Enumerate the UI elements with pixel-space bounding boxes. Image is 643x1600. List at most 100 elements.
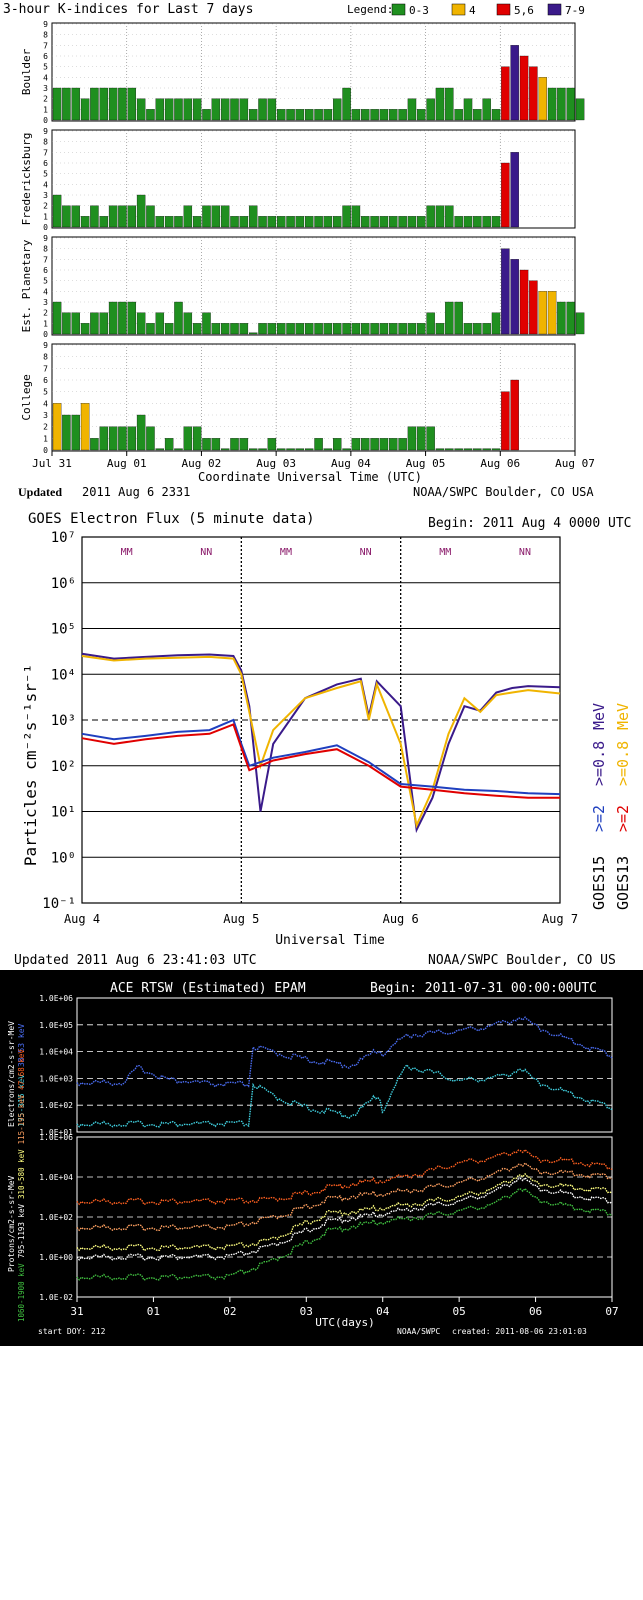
k-bar (342, 448, 351, 451)
k-bar (463, 98, 473, 121)
series-line (81, 718, 561, 796)
x-axis-label: Coordinate Universal Time (UTC) (198, 470, 422, 484)
k-bar (426, 205, 435, 228)
k-bar (183, 426, 193, 451)
k-bar (445, 205, 454, 228)
k-bar (230, 323, 239, 335)
k-bar (108, 205, 118, 228)
k-bar (351, 205, 361, 228)
y-tick-label: 1.0E+02 (39, 1213, 73, 1222)
k-bar (211, 205, 221, 228)
k-bar (286, 448, 295, 451)
k-bar (136, 194, 146, 228)
legend-swatch (547, 3, 562, 16)
y-tick-label: 5 (43, 63, 48, 72)
legend-item-label: 5,6 (514, 4, 534, 17)
k-bar (192, 216, 202, 228)
axis-ticks: 1.0E+06 1.0E+05 1.0E+04 1.0E+03 1.0E+02 1.0E+… (39, 994, 618, 1318)
k-bar (80, 98, 90, 121)
k-bar (547, 87, 557, 121)
k-bar (202, 438, 211, 451)
k-bar (248, 109, 258, 121)
data-points (76, 1016, 613, 1281)
k-bar (491, 312, 501, 335)
k-bar (323, 448, 333, 451)
channel-trace (76, 1161, 613, 1232)
k-bar (295, 448, 305, 451)
series-lines (81, 652, 561, 834)
k-bar (71, 414, 80, 451)
k-bar (211, 323, 221, 335)
y-axis-ticks: 10⁷ 10⁶ 10⁵ 10⁴ 10³ 10² 10¹ 10⁰ 10⁻¹ (42, 530, 76, 912)
k-bar (248, 205, 258, 228)
unit-label: MeV (590, 703, 608, 730)
y-tick-label: 7 (43, 255, 48, 264)
credit: NOAA/SWPC (397, 1327, 441, 1336)
k-bar (426, 312, 435, 335)
x-tick-label: 05 (453, 1305, 466, 1318)
start-doy: start DOY: 212 (38, 1327, 106, 1336)
y-tick-label: 1 (43, 212, 48, 221)
ace-epam-chart: ACE RTSW (Estimated) EPAM Begin: 2011-07… (0, 970, 643, 1346)
k-bar (379, 438, 389, 451)
k-bar (379, 109, 389, 121)
k-bar (267, 216, 277, 228)
k-bar (491, 448, 501, 451)
y-tick-label: 2 (43, 309, 48, 318)
k-bar (146, 109, 155, 121)
x-axis-ticks: Aug 4 Aug 5 Aug 6 Aug 7 (64, 912, 578, 926)
k-bar (482, 448, 491, 451)
k-bar (463, 323, 473, 335)
satellite-label: GOES13 (614, 856, 632, 910)
channel-label: >=2 (590, 805, 608, 832)
k-bar (333, 98, 342, 121)
k-bar (557, 87, 566, 121)
y-tick-label: 6 (43, 376, 48, 385)
legend-label: Legend: (347, 3, 393, 16)
y-tick-label: 8 (43, 31, 48, 40)
y-tick-label: 10² (51, 759, 76, 775)
y-tick-label: 10⁰ (51, 850, 76, 866)
k-bar (473, 109, 482, 121)
k-bar (267, 98, 277, 121)
k-bar (538, 291, 547, 335)
x-tick-label: Aug 05 (406, 457, 446, 470)
legend-item-label: 0-3 (409, 4, 429, 17)
k-bar (183, 98, 193, 121)
k-bar (361, 438, 370, 451)
k-bar (127, 205, 137, 228)
channel-trace (76, 1176, 613, 1261)
k-bar (538, 77, 547, 121)
k-index-chart: 3-hour K-indices for Last 7 days Legend:… (0, 0, 643, 505)
k-bar (174, 98, 183, 121)
k-bar (174, 448, 183, 451)
k-bar (510, 379, 519, 451)
k-bar (239, 438, 249, 451)
y-tick-label: 1.0E+04 (39, 1173, 73, 1182)
k-bar (248, 332, 258, 335)
k-bar (118, 87, 127, 121)
k-bar (267, 438, 277, 451)
k-bar (501, 66, 510, 121)
k-bar (183, 312, 193, 335)
k-bar (333, 323, 342, 335)
k-bar (118, 301, 127, 335)
k-bar (519, 269, 529, 335)
k-bar (108, 301, 118, 335)
y-axis-label: Particles cm⁻²s⁻¹sr⁻¹ (21, 664, 40, 866)
x-tick-label: 04 (376, 1305, 390, 1318)
k-bar (547, 291, 557, 335)
k-bar (510, 259, 519, 335)
k-bar (361, 216, 370, 228)
k-bar (62, 414, 71, 451)
x-tick-label: 01 (147, 1305, 160, 1318)
k-bar (220, 323, 230, 335)
station-label: College (20, 374, 33, 420)
k-bar (183, 205, 193, 228)
k-bar (398, 438, 407, 451)
k-bar (108, 87, 118, 121)
y-tick-label: 1.0E+01 (39, 1128, 73, 1137)
credit: NOAA/SWPC Boulder, CO US (428, 953, 616, 968)
k-bar (389, 109, 398, 121)
k-bar (276, 323, 286, 335)
